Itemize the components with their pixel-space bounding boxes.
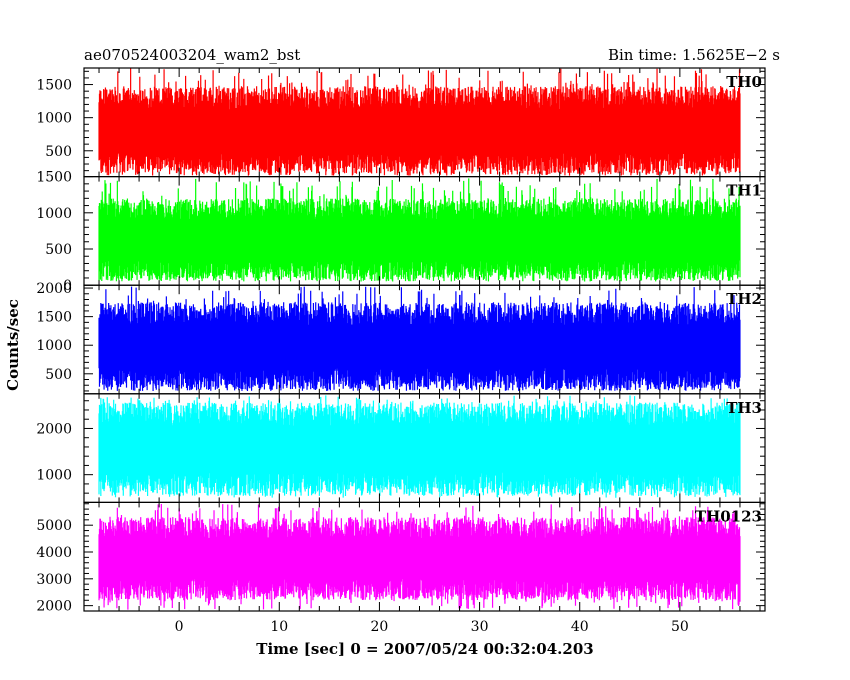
x-tick-label: 20 bbox=[371, 619, 389, 635]
y-tick-label: 1500 bbox=[36, 78, 72, 94]
y-tick-label: 1000 bbox=[36, 468, 72, 484]
y-tick-label: 500 bbox=[45, 242, 72, 258]
y-tick-label: 1500 bbox=[36, 170, 72, 186]
panel-label: TH0123 bbox=[695, 507, 762, 525]
x-tick-label: 50 bbox=[671, 619, 689, 635]
x-tick-label: 0 bbox=[175, 619, 184, 635]
x-tick-label: 10 bbox=[270, 619, 288, 635]
bin-time-label: Bin time: 1.5625E−2 s bbox=[608, 46, 780, 64]
series-th0 bbox=[98, 68, 741, 176]
y-tick-label: 0 bbox=[63, 278, 72, 294]
y-tick-label: 500 bbox=[45, 144, 72, 160]
panels-group: TH050010001500TH1050010001500TH250010001… bbox=[36, 67, 766, 635]
y-tick-label: 1500 bbox=[36, 310, 72, 326]
y-tick-label: 1000 bbox=[36, 338, 72, 354]
y-tick-label: 4000 bbox=[36, 545, 72, 561]
panel-th2: TH2 500 1000 1500 2000 bbox=[36, 281, 766, 395]
panel-th1: TH1 0 500 1000 1500 bbox=[36, 170, 766, 294]
panel-label: TH1 bbox=[726, 182, 762, 200]
y-tick-label: 5000 bbox=[36, 518, 72, 534]
series-th0123 bbox=[98, 504, 741, 610]
y-tick-label: 1000 bbox=[36, 111, 72, 127]
panel-label: TH2 bbox=[726, 290, 762, 308]
figure-title: ae070524003204_wam2_bst bbox=[84, 46, 300, 64]
y-tick-label: 1000 bbox=[36, 206, 72, 222]
x-tick-label: 30 bbox=[471, 619, 489, 635]
x-axis-label: Time [sec] 0 = 2007/05/24 00:32:04.203 bbox=[256, 640, 593, 658]
y-tick-label: 500 bbox=[45, 367, 72, 383]
panel-th3: TH3 1000 2000 bbox=[36, 393, 766, 503]
panel-th0: TH0 500 1000 1500 bbox=[36, 67, 766, 178]
y-tick-label: 2000 bbox=[36, 421, 72, 437]
y-tick-label: 3000 bbox=[36, 572, 72, 588]
y-tick-label: 2000 bbox=[36, 599, 72, 615]
panel-th0123: TH0123 2000 3000 4000 5000 bbox=[36, 501, 766, 615]
y-tick-label: 2000 bbox=[36, 281, 72, 297]
panel-label: TH0 bbox=[726, 73, 762, 91]
panel-frame bbox=[83, 501, 766, 612]
x-tick-label: 40 bbox=[571, 619, 589, 635]
series-th1 bbox=[98, 178, 741, 282]
series-th2 bbox=[98, 286, 741, 391]
series-th3 bbox=[98, 395, 741, 498]
y-axis-label: Counts/sec bbox=[4, 299, 22, 391]
panel-label: TH3 bbox=[726, 399, 762, 417]
